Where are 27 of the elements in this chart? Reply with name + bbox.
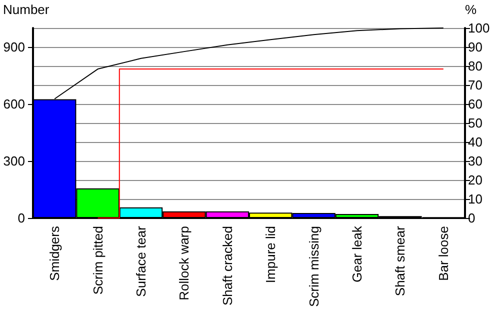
y2-tick-label: 0 [468,210,476,226]
y-tick-label: 900 [3,40,25,54]
x-tick-label: Gear leak [350,226,364,282]
y-tick-label: 300 [3,154,25,168]
y-axis-title: Number [3,2,50,17]
y2-tick-label: 60 [468,96,482,112]
x-tick-label: Surface tear [134,225,148,297]
x-tick-label: Scrim missing [306,226,322,307]
y2-tick-label: 100 [468,20,490,36]
y2-tick-label: 30 [468,154,482,168]
y2-tick-label: 70 [468,78,482,92]
x-tick-label: Scrim pitted [90,226,106,295]
y2-tick-label: 10 [468,192,482,206]
y2-tick-label: 80 [468,58,482,74]
x-tick-label: Bar loose [436,226,451,281]
y2-axis-title: % [465,2,477,17]
y-tick-label: 600 [3,96,25,112]
y2-tick-label: 50 [468,116,482,130]
x-tick-label: Impure lid [263,226,278,284]
y2-tick-label: 90 [468,40,482,54]
x-tick-label: Smidgers [47,226,62,281]
y2-tick-label: 20 [468,172,482,188]
x-tick-label: Shaft cracked [220,226,235,306]
x-tick-label: Rollock warp [176,226,192,300]
y2-tick-label: 40 [468,134,482,150]
x-tick-label: Shaft smear [392,225,408,296]
y-tick-label: 0 [18,210,25,226]
